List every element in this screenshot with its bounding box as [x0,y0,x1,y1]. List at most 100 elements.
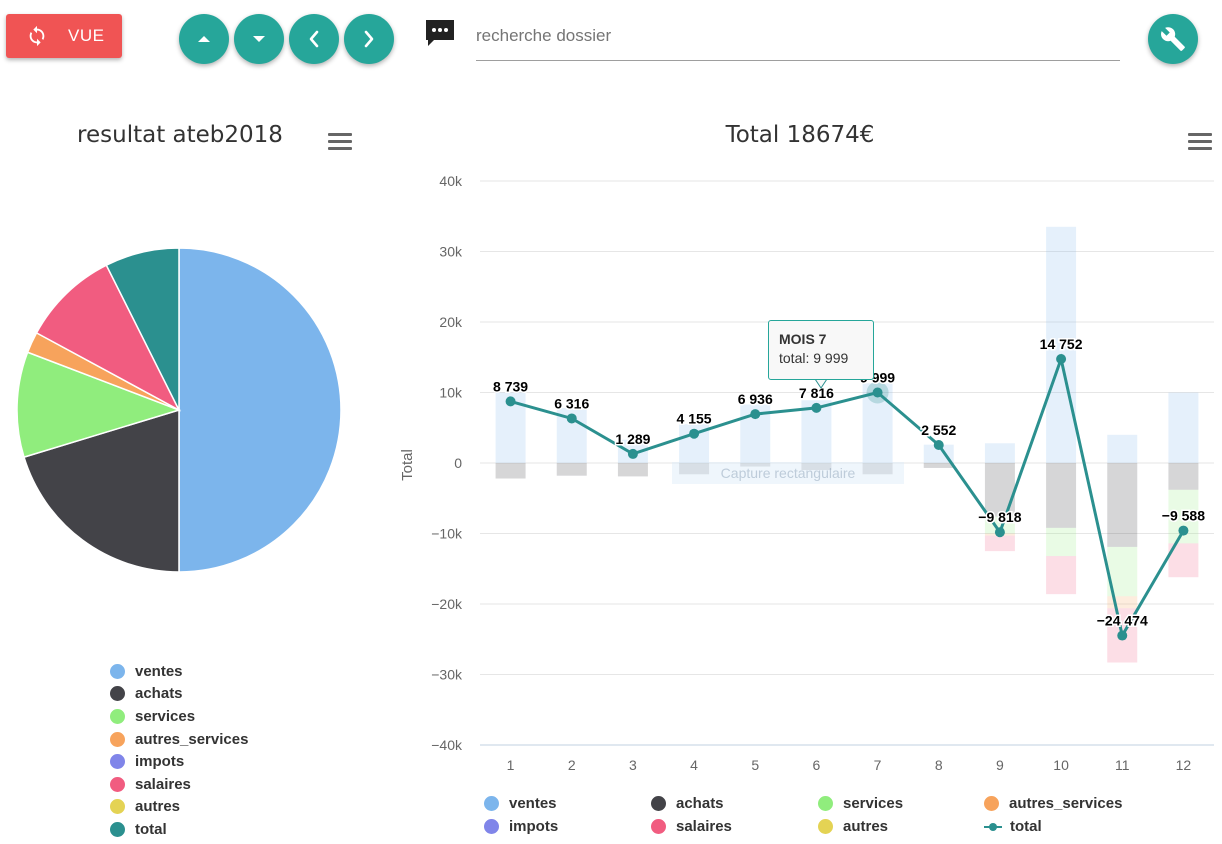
total-point[interactable] [627,448,638,459]
legend-dot [110,708,125,724]
total-point[interactable] [994,527,1005,538]
chat-icon[interactable] [424,18,456,48]
bar-achats[interactable] [1168,463,1199,490]
bar-achats[interactable] [923,463,954,468]
x-tick-label: 5 [751,757,759,773]
capture-watermark: Capture rectangulaire [672,462,904,484]
up-button[interactable] [179,14,229,64]
bar-legend-item-autres[interactable]: autres [818,818,888,835]
pie-legend-item-ventes[interactable]: ventes [110,660,248,683]
bar-salaires[interactable] [984,535,1015,552]
legend-symbol [818,819,833,834]
legend-symbol [651,796,666,811]
total-point[interactable] [933,440,944,451]
bar-salaires[interactable] [1046,556,1077,595]
bar-legend-item-autres_services[interactable]: autres_services [984,795,1122,812]
total-point[interactable] [689,428,700,439]
pie-slice-achats[interactable] [23,408,180,573]
bar-achats[interactable] [495,463,526,479]
legend-dot [110,821,125,837]
bar-achats[interactable] [679,463,710,475]
total-point[interactable] [872,387,883,398]
pie-legend-item-autres_services[interactable]: autres_services [110,728,248,751]
pie-legend-item-services[interactable]: services [110,705,248,728]
tooltip-title: MOIS 7 [779,331,827,347]
bar-achats[interactable] [862,463,893,475]
data-label: 6 316 [554,395,589,411]
legend-label: impots [135,753,185,771]
bar-ventes[interactable] [984,443,1015,463]
bar-achats[interactable] [556,463,587,476]
bar-achats[interactable] [617,463,648,477]
caret-up-icon [198,36,210,42]
bar-legend-item-salaires[interactable]: salaires [651,818,732,835]
pie-legend-item-impots[interactable]: impots [110,750,248,773]
x-tick-label: 1 [507,757,515,773]
total-point[interactable] [566,413,577,424]
bar-services[interactable] [1046,527,1077,557]
pie-slice-salaires[interactable] [35,264,181,412]
bar-legend-item-achats[interactable]: achats [651,795,724,812]
x-tick-label: 12 [1176,757,1192,773]
pie-slice-services[interactable] [16,351,182,459]
previous-button[interactable] [289,14,339,64]
bar-ventes[interactable] [923,444,954,463]
legend-label: services [135,707,196,725]
legend-dot [110,663,125,679]
total-point[interactable] [1117,630,1128,641]
bar-achats[interactable] [1107,463,1138,547]
search-field[interactable] [476,18,1120,61]
down-button[interactable] [234,14,284,64]
legend-symbol [984,822,1002,831]
bar-ventes[interactable] [1107,434,1138,463]
search-input[interactable] [476,18,1120,54]
x-tick-label: 8 [935,757,943,773]
bar-legend-item-ventes[interactable]: ventes [484,795,557,812]
tooltip-pointer [814,378,828,389]
bar-achats[interactable] [801,463,832,471]
pie-legend-item-achats[interactable]: achats [110,683,248,706]
bar-autres_services[interactable] [1107,596,1138,609]
x-tick-label: 7 [874,757,882,773]
pie-slice-ventes[interactable] [178,247,342,573]
pie-legend-item-salaires[interactable]: salaires [110,773,248,796]
data-label: 4 155 [677,411,712,427]
pie-legend-item-total[interactable]: total [110,818,248,841]
legend-symbol [818,796,833,811]
next-button[interactable] [344,14,394,64]
bar-achats[interactable] [1046,463,1077,528]
legend-symbol [484,819,499,834]
bar-legend-item-impots[interactable]: impots [484,818,558,835]
legend-label: total [1010,818,1042,835]
total-point[interactable] [750,409,761,420]
total-point[interactable] [1178,525,1189,536]
y-tick-label: 30k [439,244,463,260]
data-label: 14 752 [1040,336,1083,352]
total-point[interactable] [1056,353,1067,364]
pie-chart-title: resultat ateb2018 [77,122,283,148]
y-tick-label: −20k [431,596,463,612]
pie-chart-menu-button[interactable] [328,133,352,153]
pie-slice-total[interactable] [105,247,180,411]
total-point[interactable] [505,396,516,407]
bar-ventes[interactable] [1168,392,1199,464]
vue-button[interactable]: VUE [6,14,122,58]
legend-dot [110,686,125,702]
y-axis-title: Total [399,449,416,481]
pie-legend-item-autres[interactable]: autres [110,796,248,819]
legend-dot [110,776,125,792]
bar-achats[interactable] [740,463,771,467]
bar-legend-item-total[interactable]: total [984,818,1042,835]
bar-legend-item-services[interactable]: services [818,795,903,812]
total-point[interactable] [811,402,822,413]
y-tick-label: −30k [431,667,463,683]
legend-label: achats [135,685,183,703]
y-tick-label: −40k [431,737,463,753]
vue-label: VUE [68,26,105,45]
bar-ventes[interactable] [1046,226,1077,463]
bar-chart-menu-button[interactable] [1188,133,1212,153]
settings-button[interactable] [1148,14,1198,64]
y-tick-label: −10k [431,526,463,542]
total-line [510,353,1185,640]
